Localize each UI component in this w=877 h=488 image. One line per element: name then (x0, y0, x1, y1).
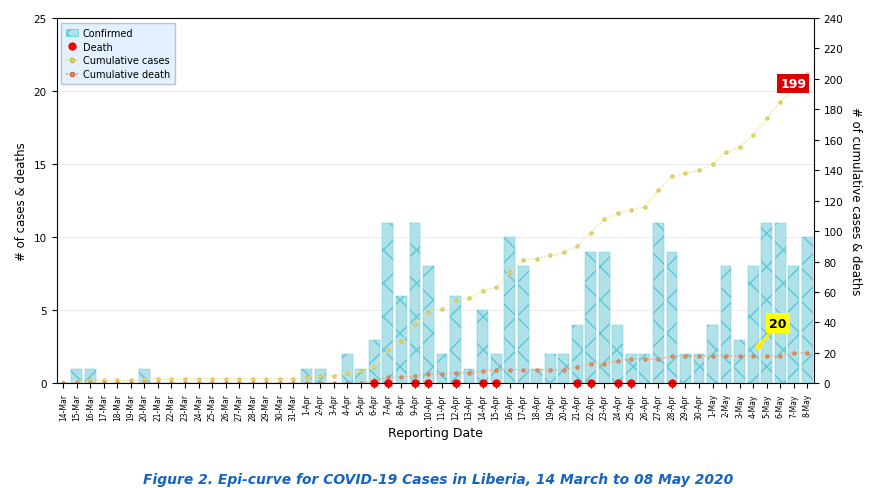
Bar (653, 223, 664, 384)
Bar (626, 354, 637, 384)
Bar (545, 354, 556, 384)
Bar (802, 238, 813, 384)
Bar (342, 354, 353, 384)
Bar (788, 267, 799, 384)
Bar (450, 296, 461, 384)
Bar (667, 252, 677, 384)
Bar (572, 325, 582, 384)
Bar (423, 267, 434, 384)
Bar (504, 238, 515, 384)
Bar (71, 369, 82, 384)
Bar (355, 369, 367, 384)
Bar (707, 325, 718, 384)
Bar (734, 340, 745, 384)
Bar (531, 369, 542, 384)
Bar (477, 311, 488, 384)
Bar (761, 223, 772, 384)
Bar (694, 354, 704, 384)
Text: Figure 2. Epi-curve for COVID-19 Cases in Liberia, 14 March to 08 May 2020: Figure 2. Epi-curve for COVID-19 Cases i… (143, 471, 734, 486)
Bar (585, 252, 596, 384)
Bar (639, 354, 651, 384)
Y-axis label: # of cases & deaths: # of cases & deaths (15, 142, 28, 261)
Bar (302, 369, 312, 384)
Bar (396, 296, 407, 384)
Bar (748, 267, 759, 384)
Bar (517, 267, 529, 384)
Bar (491, 354, 502, 384)
Text: 20: 20 (757, 317, 787, 349)
Bar (612, 325, 624, 384)
Bar (437, 354, 447, 384)
Text: 199: 199 (781, 78, 806, 90)
Y-axis label: # of cumulative cases & deaths: # of cumulative cases & deaths (849, 107, 862, 295)
Bar (464, 369, 474, 384)
Bar (680, 354, 691, 384)
X-axis label: Reporting Date: Reporting Date (388, 426, 482, 439)
Bar (139, 369, 150, 384)
Legend: Confirmed, Death, Cumulative cases, Cumulative death: Confirmed, Death, Cumulative cases, Cumu… (61, 24, 175, 85)
Bar (315, 369, 325, 384)
Bar (85, 369, 96, 384)
Bar (559, 354, 569, 384)
Bar (369, 340, 380, 384)
Bar (774, 223, 786, 384)
Bar (599, 252, 610, 384)
Bar (721, 267, 731, 384)
Bar (410, 223, 420, 384)
Bar (382, 223, 393, 384)
